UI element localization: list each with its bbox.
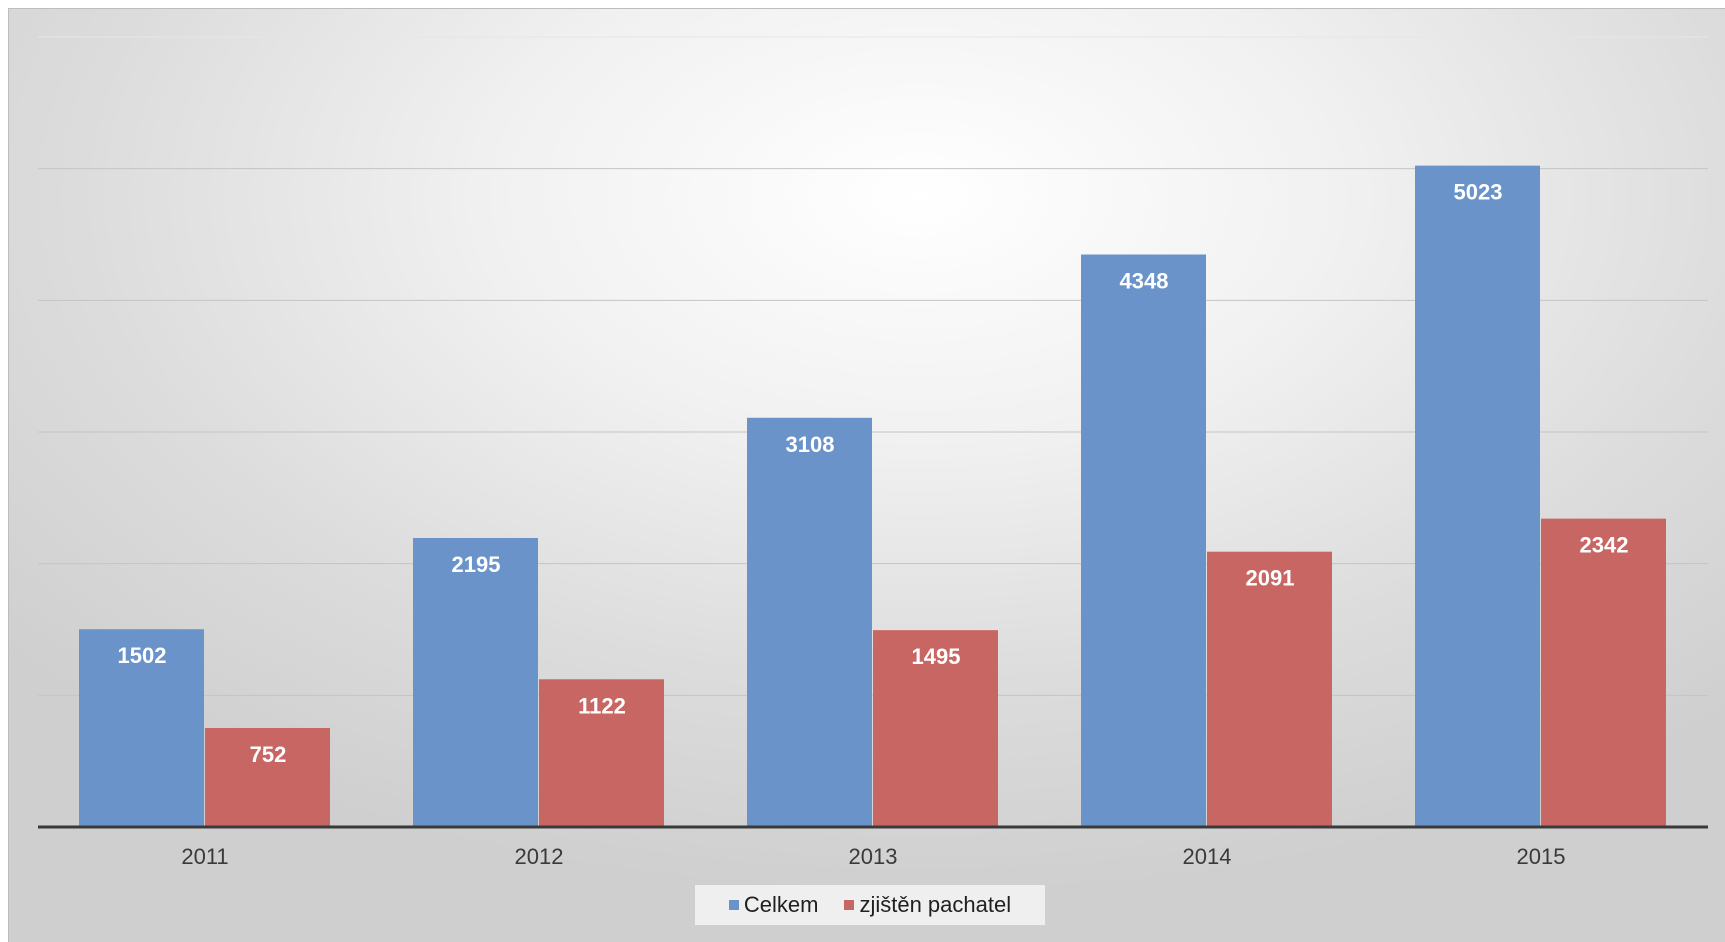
bar (79, 629, 204, 827)
bar (1081, 254, 1206, 828)
bar (205, 727, 330, 827)
legend-swatch-celkem (728, 900, 739, 910)
bar (413, 537, 538, 827)
bar (873, 630, 998, 827)
bar (1415, 165, 1540, 828)
legend-label-zjisten-pachatel: zjištěn pachatel (859, 892, 1012, 917)
data-label: 2342 (1580, 533, 1629, 558)
data-label: 5023 (1454, 180, 1503, 205)
x-tick-label: 2013 (849, 844, 898, 869)
data-label: 4348 (1120, 269, 1169, 294)
x-tick-label: 2014 (1183, 844, 1232, 869)
data-label: 1495 (912, 644, 961, 669)
x-tick-label: 2012 (515, 844, 564, 869)
legend: Celkem zjištěn pachatel (695, 885, 1045, 925)
data-label: 1122 (578, 693, 626, 718)
legend-item-celkem: Celkem (728, 892, 819, 918)
legend-swatch-zjisten-pachatel (844, 900, 855, 910)
x-tick-label: 2015 (1517, 844, 1566, 869)
data-label: 3108 (786, 432, 835, 457)
data-label: 2091 (1246, 566, 1295, 591)
data-label: 752 (250, 742, 287, 767)
bar (539, 679, 664, 827)
legend-label-celkem: Celkem (743, 892, 819, 917)
data-label: 2195 (452, 552, 501, 577)
data-label: 1502 (118, 643, 167, 668)
bar (1207, 551, 1332, 827)
legend-item-zjisten-pachatel: zjištěn pachatel (844, 892, 1011, 918)
bar (747, 417, 872, 827)
bar (1541, 518, 1666, 827)
x-tick-label: 2011 (181, 844, 228, 869)
